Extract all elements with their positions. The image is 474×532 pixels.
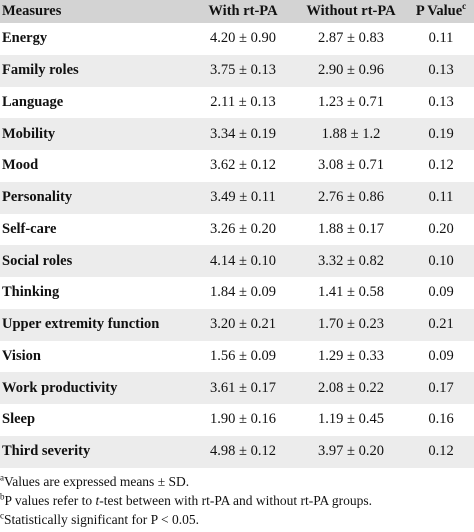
- pvalue-cell: 0.12: [428, 157, 454, 174]
- results-table: Measures With rt-PA Without rt-PA P Valu…: [0, 0, 474, 468]
- with-rtpa-cell: 2.11 ± 0.13: [210, 93, 276, 110]
- measure-cell: Personality: [2, 189, 73, 206]
- table-row: Energy 4.20 ± 0.90 2.87 ± 0.83 0.11: [0, 23, 474, 55]
- measure-cell: Language: [2, 93, 64, 110]
- with-rtpa-cell: 4.20 ± 0.90: [210, 30, 276, 47]
- table-row: Mobility 3.34 ± 0.19 1.88 ± 1.2 0.19: [0, 118, 474, 150]
- table-row: Social roles 4.14 ± 0.10 3.32 ± 0.82 0.10: [0, 245, 474, 277]
- without-rtpa-cell: 3.97 ± 0.20: [318, 443, 384, 460]
- pvalue-cell: 0.17: [428, 379, 454, 396]
- header-pvalue-footnote-mark: c: [462, 1, 467, 12]
- with-rtpa-cell: 4.14 ± 0.10: [210, 252, 276, 269]
- pvalue-cell: 0.09: [428, 284, 454, 301]
- table-row: Upper extremity function 3.20 ± 0.21 1.70 …: [0, 308, 474, 341]
- footnote-italic-text: t: [95, 493, 100, 508]
- table-row: Vision 1.56 ± 0.09 1.29 ± 0.33 0.09: [0, 340, 474, 373]
- footnote: aValues are expressed means ± SD.: [0, 472, 474, 491]
- with-rtpa-cell: 1.90 ± 0.16: [210, 411, 276, 428]
- measure-cell: Vision: [2, 347, 41, 364]
- pvalue-cell: 0.09: [428, 347, 454, 364]
- with-rtpa-cell: 1.84 ± 0.09: [210, 284, 276, 301]
- pvalue-cell: 0.19: [428, 125, 454, 142]
- without-rtpa-cell: 2.87 ± 0.83: [318, 30, 384, 47]
- pvalue-cell: 0.20: [428, 220, 454, 237]
- table-row: Personality 3.49 ± 0.11 2.76 ± 0.86 0.11: [0, 181, 474, 214]
- table-body: Energy 4.20 ± 0.90 2.87 ± 0.83 0.11 Family r…: [0, 23, 474, 468]
- with-rtpa-cell: 1.56 ± 0.09: [210, 347, 276, 364]
- without-rtpa-cell: 2.90 ± 0.96: [318, 62, 384, 79]
- without-rtpa-cell: 1.29 ± 0.33: [318, 347, 384, 364]
- footnote-mark: a: [0, 472, 4, 483]
- table-row: Thinking 1.84 ± 0.09 1.41 ± 0.58 0.09: [0, 277, 474, 309]
- pvalue-cell: 0.13: [428, 93, 454, 110]
- pvalue-cell: 0.12: [428, 443, 454, 460]
- measure-cell: Self-care: [2, 220, 57, 237]
- measure-cell: Thinking: [2, 284, 60, 301]
- table-row: Family roles 3.75 ± 0.13 2.90 ± 0.96 0.13: [0, 54, 474, 87]
- table-row: Language 2.11 ± 0.13 1.23 ± 0.71 0.13: [0, 86, 474, 119]
- footnotes: aValues are expressed means ± SD. bP valu…: [0, 472, 474, 529]
- with-rtpa-cell: 3.62 ± 0.12: [210, 157, 276, 174]
- footnote-text: P values refer to: [4, 493, 96, 508]
- footnote-mark: c: [0, 510, 4, 521]
- measure-cell: Family roles: [2, 62, 79, 79]
- pvalue-cell: 0.11: [428, 189, 454, 206]
- table-row: Mood 3.62 ± 0.12 3.08 ± 0.71 0.12: [0, 150, 474, 182]
- with-rtpa-cell: 3.34 ± 0.19: [210, 125, 276, 142]
- with-rtpa-cell: 3.26 ± 0.20: [210, 220, 276, 237]
- table-header: Measures With rt-PA Without rt-PA P Valu…: [0, 0, 474, 23]
- header-pvalue: P Valuec: [408, 0, 474, 23]
- without-rtpa-cell: 1.41 ± 0.58: [318, 284, 384, 301]
- measure-cell: Mobility: [2, 125, 56, 142]
- footnote-mark: b: [0, 491, 5, 502]
- measure-cell: Social roles: [2, 252, 73, 269]
- footnote-text: Statistically significant for P < 0.05.: [4, 512, 199, 527]
- without-rtpa-cell: 2.76 ± 0.86: [318, 189, 384, 206]
- header-row: Measures With rt-PA Without rt-PA P Valu…: [0, 0, 474, 23]
- header-without-rtpa: Without rt-PA: [306, 3, 396, 19]
- footnote-text: Values are expressed means ± SD.: [4, 474, 190, 489]
- pvalue-cell: 0.21: [428, 316, 454, 333]
- with-rtpa-cell: 3.61 ± 0.17: [210, 379, 276, 396]
- without-rtpa-cell: 1.19 ± 0.45: [318, 411, 384, 428]
- with-rtpa-cell: 3.75 ± 0.13: [210, 62, 276, 79]
- without-rtpa-cell: 1.23 ± 0.71: [318, 93, 384, 110]
- header-pvalue-label: P Value: [415, 3, 463, 19]
- footnote: bP values refer to t-test between with r…: [0, 491, 474, 510]
- with-rtpa-cell: 3.49 ± 0.11: [210, 189, 276, 206]
- measure-cell: Third severity: [2, 443, 91, 460]
- with-rtpa-cell: 4.98 ± 0.12: [210, 443, 276, 460]
- measure-cell: Sleep: [2, 411, 36, 428]
- pvalue-cell: 0.11: [428, 30, 454, 47]
- measure-cell: Upper extremity function: [2, 316, 160, 333]
- pvalue-cell: 0.13: [428, 62, 454, 79]
- footnote-text-continued: -test between with rt-PA and without rt-…: [99, 493, 372, 508]
- without-rtpa-cell: 3.08 ± 0.71: [318, 157, 384, 174]
- header-measures: Measures: [2, 3, 62, 19]
- measure-cell: Energy: [2, 30, 48, 47]
- footnote: cStatistically significant for P < 0.05.: [0, 510, 474, 529]
- table-row: Self-care 3.26 ± 0.20 1.88 ± 0.17 0.20: [0, 213, 474, 246]
- with-rtpa-cell: 3.20 ± 0.21: [210, 316, 276, 333]
- table-row: Third severity 4.98 ± 0.12 3.97 ± 0.20 0.12: [0, 435, 474, 468]
- pvalue-cell: 0.10: [428, 252, 454, 269]
- without-rtpa-cell: 1.70 ± 0.23: [318, 316, 384, 333]
- pvalue-cell: 0.16: [428, 411, 454, 428]
- table-row: Sleep 1.90 ± 0.16 1.19 ± 0.45 0.16: [0, 404, 474, 436]
- without-rtpa-cell: 2.08 ± 0.22: [318, 379, 384, 396]
- measure-cell: Mood: [2, 157, 39, 174]
- measure-cell: Work productivity: [2, 379, 118, 396]
- header-with-rtpa: With rt-PA: [208, 3, 278, 19]
- without-rtpa-cell: 3.32 ± 0.82: [318, 252, 384, 269]
- table-row: Work productivity 3.61 ± 0.17 2.08 ± 0.22 0…: [0, 372, 474, 404]
- without-rtpa-cell: 1.88 ± 1.2: [321, 125, 381, 142]
- without-rtpa-cell: 1.88 ± 0.17: [318, 220, 384, 237]
